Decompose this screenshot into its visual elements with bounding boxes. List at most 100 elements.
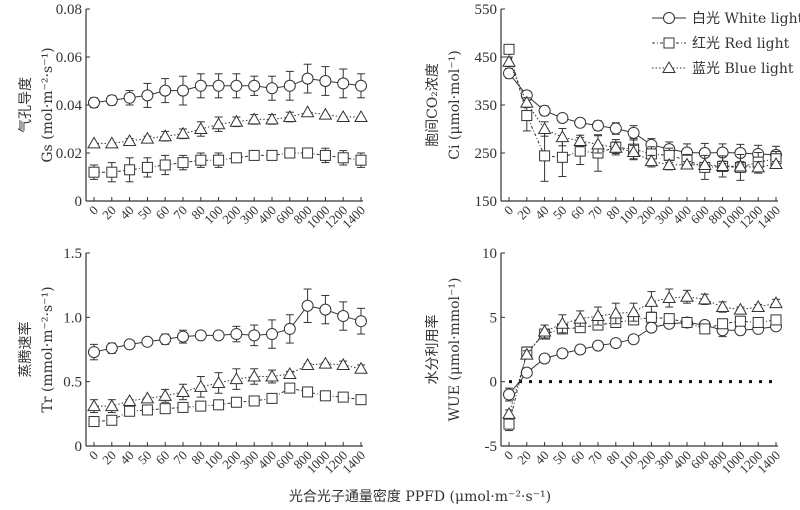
data-point-square <box>319 149 331 161</box>
y-tick-label: 0.5 <box>63 375 82 391</box>
data-point-circle <box>592 119 604 132</box>
data-point-circle <box>355 79 367 92</box>
y-tick-label: 0.08 <box>56 2 82 18</box>
data-point-square <box>503 418 515 430</box>
data-point-square <box>337 152 349 164</box>
x-tick-label: 70 <box>170 203 190 223</box>
data-point-square <box>213 399 225 411</box>
data-point-triangle <box>733 159 748 172</box>
y-tick-label: 1.5 <box>63 246 82 262</box>
y-tick-label: 0 <box>75 194 83 210</box>
y-axis-title-en: Gs (mol·m⁻²·s⁻¹) <box>40 47 56 162</box>
data-point-triangle <box>537 121 552 134</box>
series-triangle <box>87 105 368 149</box>
y-tick-label: 0 <box>490 375 498 391</box>
data-point-circle <box>283 79 296 92</box>
data-point-square <box>195 154 207 166</box>
series-line <box>508 73 777 156</box>
data-point-square <box>266 392 278 404</box>
legend-label: 红光 Red light <box>692 36 790 52</box>
data-point-circle <box>230 328 243 341</box>
data-point-circle <box>88 96 100 109</box>
data-point-triangle <box>555 130 570 143</box>
data-point-circle <box>319 75 332 87</box>
series-circle <box>503 67 782 165</box>
y-tick-label: 150 <box>475 194 498 210</box>
data-point-circle <box>123 338 136 351</box>
data-point-square <box>717 318 729 330</box>
data-point-square <box>284 382 296 394</box>
data-point-triangle <box>122 133 137 146</box>
data-point-circle <box>592 339 604 352</box>
data-point-triangle <box>247 112 262 125</box>
x-tick-label: 70 <box>170 448 190 468</box>
y-axis-title-cn: 胞间CO₂浓度 <box>425 63 441 147</box>
data-point-triangle <box>193 121 208 134</box>
data-point-square <box>284 147 296 159</box>
data-point-square <box>521 110 533 122</box>
data-point-circle <box>123 91 136 104</box>
y-axis-title-cn: 水分利用率 <box>424 315 441 385</box>
data-point-circle <box>266 82 278 95</box>
data-point-circle <box>266 328 278 341</box>
data-point-square <box>663 313 675 325</box>
y-tick-label: 550 <box>475 2 498 18</box>
y-axis-title-en: Ci (μmol·mol⁻¹) <box>447 50 463 159</box>
data-point-square <box>574 145 586 157</box>
data-point-square <box>177 401 189 413</box>
x-tick-label: 60 <box>568 448 588 468</box>
data-point-triangle <box>336 109 351 122</box>
x-tick-label: 70 <box>585 203 605 223</box>
data-point-square <box>248 149 260 161</box>
data-point-triangle <box>211 375 226 388</box>
data-point-triangle <box>573 311 588 324</box>
x-tick-label: 50 <box>550 203 570 223</box>
series-line <box>508 49 777 168</box>
data-point-circle <box>355 315 367 328</box>
data-point-triangle <box>354 109 368 122</box>
data-point-square <box>503 43 515 55</box>
y-tick-label: 250 <box>475 146 498 162</box>
data-point-square <box>734 315 746 327</box>
data-point-triangle <box>300 357 315 370</box>
data-point-circle <box>194 329 207 342</box>
panel-gs: 00.020.040.060.0802040506070801002003004… <box>18 2 368 232</box>
series-line <box>93 305 362 353</box>
y-axis-title-en: Tr (mmol·m⁻²·s⁻¹) <box>40 286 56 412</box>
data-point-circle <box>538 352 551 365</box>
data-point-triangle <box>769 157 783 170</box>
data-point-square <box>159 159 171 171</box>
data-point-circle <box>230 79 243 92</box>
data-point-triangle <box>502 54 516 67</box>
data-point-square <box>213 154 225 166</box>
x-tick-label: 40 <box>532 448 552 468</box>
data-point-triangle <box>247 369 262 382</box>
data-point-circle <box>609 337 622 350</box>
series-triangle <box>502 288 783 419</box>
data-point-triangle <box>282 366 297 379</box>
x-tick-label: 60 <box>568 203 588 223</box>
data-point-triangle <box>626 305 641 318</box>
data-point-triangle <box>104 399 119 412</box>
data-point-square <box>752 316 764 328</box>
data-point-square <box>106 414 118 426</box>
data-point-circle <box>645 321 658 334</box>
data-point-triangle <box>608 140 623 153</box>
data-point-triangle <box>300 105 315 118</box>
data-point-circle <box>627 333 640 346</box>
data-point-circle <box>105 94 118 107</box>
data-point-triangle <box>140 391 155 404</box>
data-point-triangle <box>519 95 534 108</box>
data-point-triangle <box>644 154 659 167</box>
data-point-circle <box>105 342 118 355</box>
data-point-triangle <box>282 109 297 122</box>
x-tick-label: 0 <box>501 203 516 218</box>
data-point-circle <box>141 89 154 102</box>
data-point-triangle <box>158 129 173 142</box>
x-tick-label: 40 <box>117 448 137 468</box>
data-point-circle <box>301 299 314 312</box>
data-point-circle <box>248 79 261 92</box>
data-point-triangle <box>769 296 783 309</box>
data-point-square <box>355 394 367 406</box>
